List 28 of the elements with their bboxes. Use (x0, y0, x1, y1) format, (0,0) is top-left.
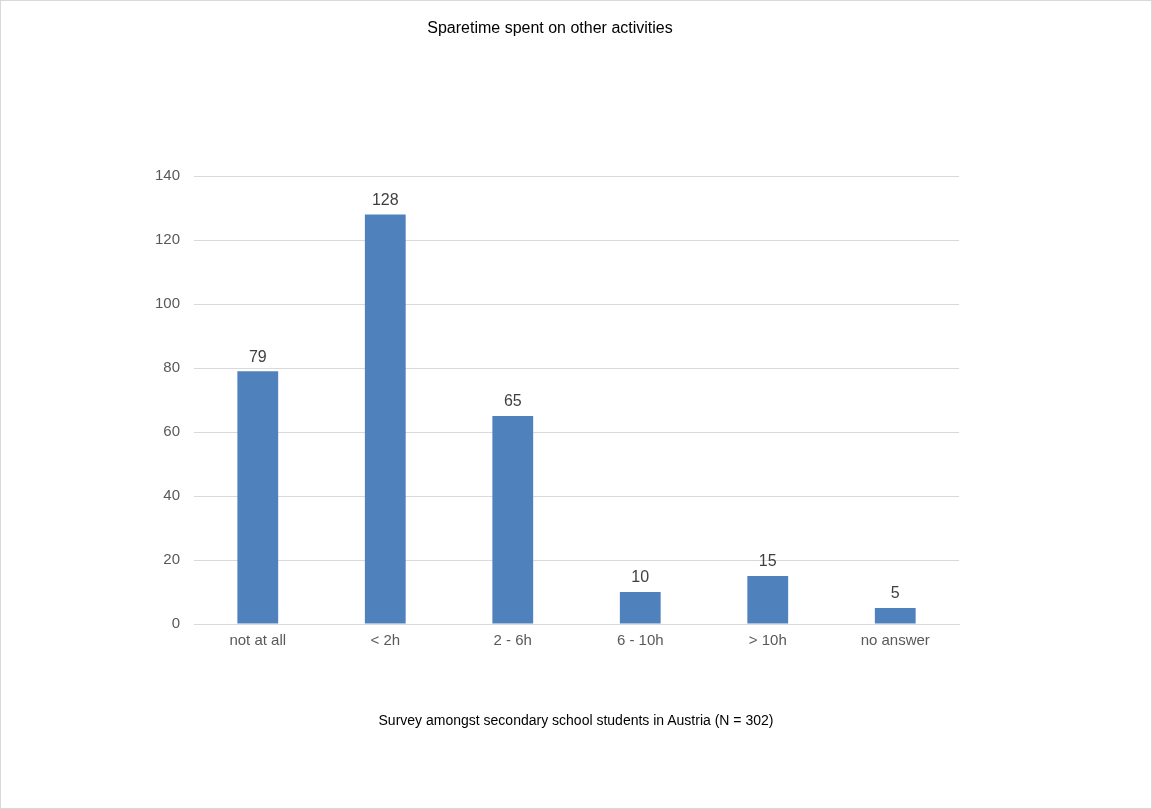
y-tick-label: 40 (163, 486, 181, 504)
data-label: 128 (371, 190, 399, 208)
x-tick-label: < 2h (370, 631, 401, 649)
bar (364, 214, 406, 624)
y-tick-label: 0 (171, 614, 181, 632)
bar (619, 592, 661, 624)
y-tick-label: 60 (163, 422, 181, 440)
data-label: 15 (758, 552, 777, 570)
bar (492, 416, 534, 624)
data-label: 10 (631, 568, 650, 586)
x-tick-label: > 10h (748, 631, 787, 649)
y-tick-label: 140 (155, 166, 181, 184)
data-label: 79 (248, 347, 267, 365)
text: Survey amongst secondary school students in Austria (N = 302) (378, 711, 774, 728)
y-tick-label: 120 (155, 230, 181, 248)
bar (747, 576, 789, 624)
bar (874, 608, 916, 624)
x-tick-label: no answer (860, 631, 930, 649)
x-tick-label: 6 - 10h (616, 631, 664, 649)
y-tick-label: 20 (163, 550, 181, 568)
bar (237, 371, 279, 624)
y-tick-label: 100 (155, 294, 181, 312)
x-tick-label: 2 - 6h (493, 631, 532, 649)
data-label: 65 (503, 392, 522, 410)
data-label: 5 (890, 584, 900, 602)
y-tick-label: 80 (163, 358, 181, 376)
x-tick-label: not at all (229, 631, 287, 649)
chart-title: Sparetime spent on other activities (427, 19, 673, 37)
